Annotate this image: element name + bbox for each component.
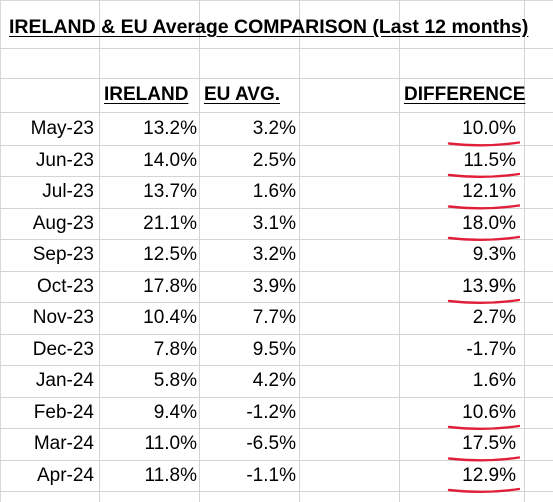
row-divider [0, 112, 553, 113]
eu-avg-cell[interactable]: 9.5% [252, 338, 296, 360]
row-divider [0, 365, 553, 366]
eu-avg-cell[interactable]: -1.2% [246, 401, 296, 423]
difference-cell[interactable]: 10.0% [462, 118, 516, 139]
row-divider [0, 176, 553, 177]
eu-avg-cell[interactable]: -6.5% [246, 433, 296, 454]
eu-avg-cell[interactable]: 3.2% [252, 244, 296, 265]
ireland-cell[interactable]: 17.8% [143, 275, 197, 297]
month-cell[interactable]: Oct-23 [36, 275, 94, 297]
eu-avg-cell[interactable]: 3.2% [252, 118, 296, 139]
header-eu-avg[interactable]: EU AVG. [204, 84, 281, 105]
row-divider [0, 459, 553, 461]
header-difference[interactable]: DIFFERENCE [404, 84, 526, 105]
ireland-cell[interactable]: 9.4% [153, 401, 197, 423]
column-divider [524, 0, 525, 502]
difference-cell[interactable]: 10.6% [462, 401, 516, 423]
ireland-cell[interactable]: 7.8% [153, 338, 197, 360]
eu-avg-cell[interactable]: 2.5% [252, 149, 296, 171]
difference-cell[interactable]: 1.6% [472, 370, 516, 391]
ireland-cell[interactable]: 13.7% [143, 181, 197, 202]
column-divider [199, 0, 200, 502]
column-divider [399, 0, 400, 502]
difference-cell[interactable]: 17.5% [462, 433, 516, 454]
ireland-cell[interactable]: 5.8% [153, 370, 197, 391]
ireland-cell[interactable]: 11.0% [144, 433, 197, 454]
difference-cell[interactable]: 11.5% [463, 149, 516, 171]
eu-avg-cell[interactable]: 7.7% [252, 307, 296, 328]
eu-avg-cell[interactable]: 1.6% [252, 181, 296, 202]
row-divider [0, 270, 553, 272]
row-divider [0, 302, 553, 303]
row-divider [0, 207, 553, 209]
month-cell[interactable]: May-23 [30, 118, 94, 139]
month-cell[interactable]: Nov-23 [32, 307, 94, 328]
row-divider [0, 48, 553, 49]
header-ireland[interactable]: IRELAND [104, 84, 189, 105]
difference-cell[interactable]: 12.9% [462, 464, 516, 486]
month-cell[interactable]: Jul-23 [42, 181, 94, 202]
month-cell[interactable]: Jun-23 [35, 149, 94, 171]
eu-avg-cell[interactable]: -1.1% [246, 464, 296, 486]
month-cell[interactable]: Sep-23 [32, 244, 94, 265]
row-divider [0, 78, 553, 79]
eu-avg-cell[interactable]: 3.9% [252, 275, 296, 297]
month-cell[interactable]: Dec-23 [32, 338, 94, 360]
row-divider [0, 333, 553, 335]
ireland-cell[interactable]: 10.4% [143, 307, 197, 328]
month-cell[interactable]: Aug-23 [32, 212, 94, 234]
month-cell[interactable]: Jan-24 [35, 370, 94, 391]
row-divider [0, 396, 553, 398]
row-divider [0, 239, 553, 240]
column-divider [99, 0, 100, 502]
ireland-cell[interactable]: 11.8% [144, 464, 197, 486]
difference-cell[interactable]: 13.9% [462, 275, 516, 297]
month-cell[interactable]: Mar-24 [33, 433, 94, 454]
row-divider [0, 428, 553, 429]
month-cell[interactable]: Apr-24 [36, 464, 94, 486]
column-divider [299, 0, 300, 502]
difference-cell[interactable]: 2.7% [472, 307, 516, 328]
difference-cell[interactable]: 18.0% [462, 212, 516, 234]
sheet-title: IRELAND & EU Average COMPARISON (Last 12… [9, 16, 529, 38]
eu-avg-cell[interactable]: 4.2% [252, 370, 296, 391]
ireland-cell[interactable]: 12.5% [143, 244, 197, 265]
difference-cell[interactable]: -1.7% [466, 338, 516, 360]
ireland-cell[interactable]: 14.0% [143, 149, 197, 171]
row-divider [0, 491, 553, 492]
difference-cell[interactable]: 12.1% [462, 181, 516, 202]
difference-cell[interactable]: 9.3% [472, 244, 516, 265]
eu-avg-cell[interactable]: 3.1% [252, 212, 296, 234]
row-divider [0, 144, 553, 146]
month-cell[interactable]: Feb-24 [33, 401, 94, 423]
ireland-cell[interactable]: 21.1% [143, 212, 197, 234]
ireland-cell[interactable]: 13.2% [143, 118, 197, 139]
